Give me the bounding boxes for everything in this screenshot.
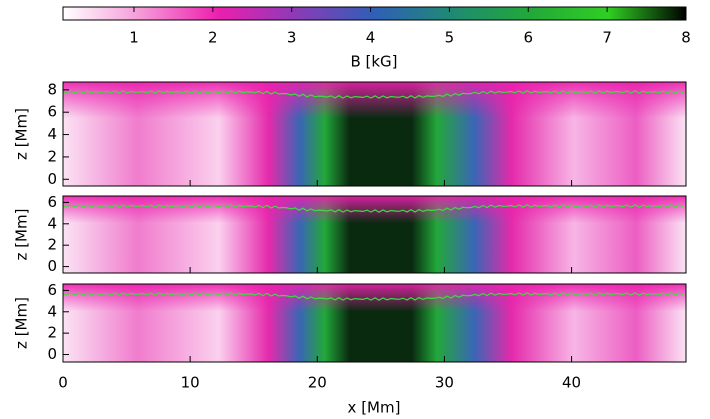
panel-frame	[62, 81, 687, 187]
y-tick-label: 4	[47, 125, 57, 143]
x-tick-label: 0	[58, 374, 68, 392]
heatmap-top	[63, 196, 686, 273]
colorbar-tick-label: 4	[366, 29, 376, 47]
heatmap-top	[63, 82, 686, 186]
panel-frame	[62, 195, 687, 274]
y-tick-label: 6	[47, 103, 57, 121]
y-tick-label: 6	[47, 193, 57, 211]
y-tick-label: 2	[47, 236, 57, 254]
colorbar-tick-label: 8	[681, 29, 691, 47]
x-tick-label: 30	[435, 374, 454, 392]
surface-line	[62, 204, 684, 213]
colorbar-tick-label: 7	[602, 29, 612, 47]
y-tick-label: 6	[47, 281, 57, 299]
y-tick-label: 2	[47, 147, 57, 165]
colorbar-tick-label: 5	[445, 29, 455, 47]
y-tick-label: 4	[47, 214, 57, 232]
y-tick-label: 0	[47, 257, 57, 275]
colorbar	[62, 6, 687, 21]
x-tick-label: 40	[562, 374, 581, 392]
surface-line	[62, 292, 684, 301]
y-axis-label: z [Mm]	[13, 297, 31, 349]
surface-line	[62, 90, 684, 99]
y-tick-label: 2	[47, 324, 57, 342]
heatmap-top	[63, 284, 686, 362]
x-tick-label: 20	[308, 374, 327, 392]
colorbar-tick-label: 2	[208, 29, 218, 47]
x-axis-label: x [Mm]	[348, 399, 401, 417]
y-tick-label: 4	[47, 302, 57, 320]
y-tick-label: 0	[47, 170, 57, 188]
panel-frame	[62, 283, 687, 363]
y-axis-label: z [Mm]	[13, 108, 31, 160]
y-axis-label: z [Mm]	[13, 209, 31, 261]
colorbar-tick-label: 3	[287, 29, 297, 47]
y-tick-label: 0	[47, 345, 57, 363]
colorbar-label: B [kG]	[350, 53, 397, 71]
x-tick-label: 10	[181, 374, 200, 392]
y-tick-label: 8	[47, 80, 57, 98]
colorbar-tick-label: 1	[129, 29, 139, 47]
colorbar-tick-label: 6	[524, 29, 534, 47]
